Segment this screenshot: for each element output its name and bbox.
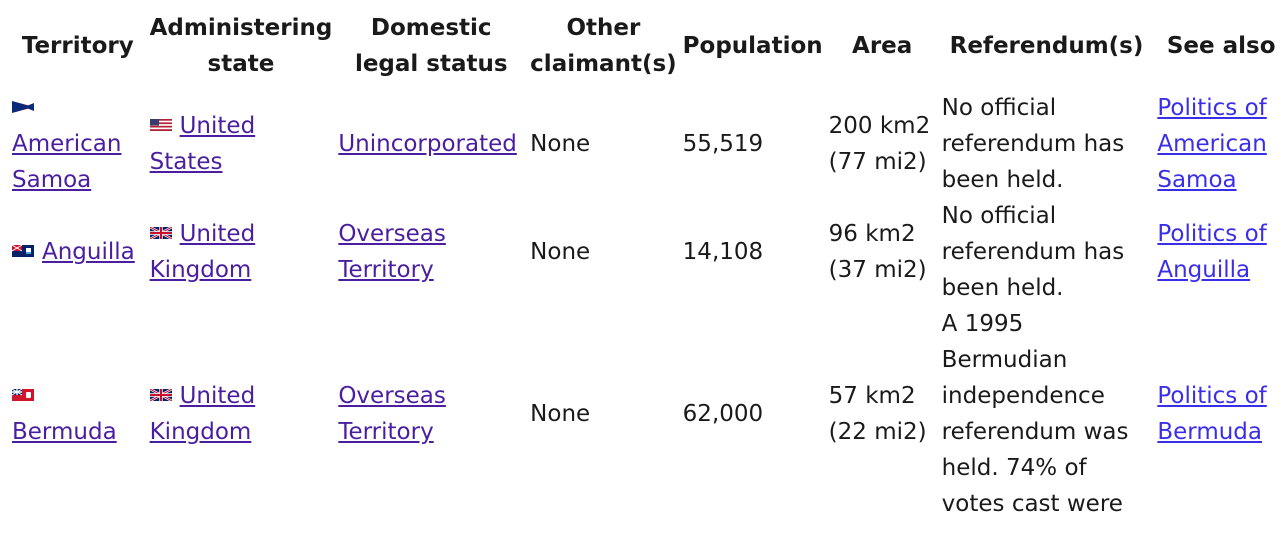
area-cell: 96 km2 (37 mi2)	[828, 221, 927, 283]
legal-status-cell: Unincorporated	[335, 90, 527, 198]
admin-state-cell: United States	[147, 90, 336, 198]
see-also-cell: Politics of Bermuda	[1154, 306, 1288, 522]
legal-status-cell: Overseas Territory	[335, 306, 527, 522]
admin-state-link[interactable]: United Kingdom	[149, 221, 256, 283]
territory-link[interactable]: American Samoa	[12, 131, 122, 193]
american-samoa-flag-icon	[12, 101, 34, 113]
header-other-claimants: Other claimant(s)	[530, 15, 677, 77]
legal-status-link[interactable]: Overseas Territory	[338, 383, 446, 445]
population-cell: 55,519	[682, 131, 764, 157]
header-territory: Territory	[21, 33, 134, 59]
uk-flag-icon	[149, 227, 172, 239]
header-legal-status: Domestic legal status	[354, 15, 508, 77]
territory-link[interactable]: Anguilla	[42, 239, 135, 265]
header-referendums: Referendum(s)	[949, 33, 1144, 59]
see-also-link[interactable]: Politics of Bermuda	[1157, 383, 1267, 445]
referendum-cell: A 1995 Bermudian independence referendum…	[941, 311, 1129, 517]
header-administering-state: Administering state	[149, 15, 333, 77]
admin-state-link[interactable]: United States	[149, 113, 256, 175]
admin-state-link[interactable]: United Kingdom	[149, 383, 256, 445]
header-population: Population	[682, 33, 823, 59]
territory-link[interactable]: Bermuda	[12, 419, 117, 445]
header-area: Area	[852, 33, 913, 59]
territories-table: Territory Administering state Domestic leg…	[9, 10, 1288, 522]
other-claimants-cell: None	[530, 131, 591, 157]
territory-cell: Anguilla	[9, 198, 147, 306]
population-cell: 62,000	[682, 401, 764, 427]
table-row: American Samoa United States Unincorpora…	[9, 90, 1288, 198]
table-row: Bermuda United Kingdom Overseas Territor…	[9, 306, 1288, 522]
area-cell: 200 km2 (77 mi2)	[828, 113, 931, 175]
see-also-link[interactable]: Politics of Anguilla	[1157, 221, 1267, 283]
population-cell: 14,108	[682, 239, 764, 265]
see-also-cell: Politics of American Samoa	[1154, 90, 1288, 198]
legal-status-cell: Overseas Territory	[335, 198, 527, 306]
admin-state-cell: United Kingdom	[147, 306, 336, 522]
anguilla-flag-icon	[12, 245, 34, 257]
legal-status-link[interactable]: Unincorporated	[338, 131, 517, 157]
legal-status-link[interactable]: Overseas Territory	[338, 221, 446, 283]
territory-cell: American Samoa	[9, 90, 147, 198]
header-see-also: See also	[1166, 33, 1276, 59]
referendum-cell: No official referendum has been held.	[941, 203, 1125, 301]
header-row: Territory Administering state Domestic leg…	[9, 10, 1288, 90]
see-also-cell: Politics of Anguilla	[1154, 198, 1288, 306]
territory-cell: Bermuda	[9, 306, 147, 522]
other-claimants-cell: None	[530, 239, 591, 265]
table-row: Anguilla United Kingdom Overseas Territo…	[9, 198, 1288, 306]
area-cell: 57 km2 (22 mi2)	[828, 383, 927, 445]
admin-state-cell: United Kingdom	[147, 198, 336, 306]
uk-flag-icon	[149, 389, 172, 401]
us-flag-icon	[149, 119, 172, 131]
bermuda-flag-icon	[12, 389, 34, 401]
other-claimants-cell: None	[530, 401, 591, 427]
see-also-link[interactable]: Politics of American Samoa	[1157, 95, 1267, 193]
referendum-cell: No official referendum has been held.	[941, 95, 1125, 193]
